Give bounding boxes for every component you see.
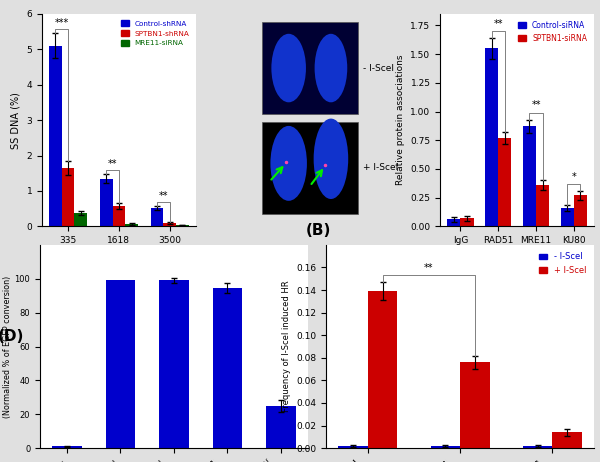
- Bar: [460, 362, 490, 448]
- Bar: [560, 208, 574, 226]
- Bar: [212, 288, 242, 448]
- Text: (C): (C): [505, 253, 530, 267]
- Y-axis label: Relative protein associations: Relative protein associations: [396, 55, 405, 185]
- Bar: [159, 280, 188, 448]
- Bar: [262, 122, 358, 213]
- Text: **: **: [493, 19, 503, 29]
- Legend: Control-shRNA, SPTBN1-shRNA, MRE11-siRNA: Control-shRNA, SPTBN1-shRNA, MRE11-siRNA: [118, 18, 192, 49]
- Bar: [523, 127, 536, 226]
- Y-axis label: Frequency of I-SceI induced HR: Frequency of I-SceI induced HR: [282, 281, 291, 412]
- Text: ***: ***: [55, 18, 69, 28]
- Bar: [163, 223, 176, 226]
- Bar: [74, 213, 87, 226]
- Ellipse shape: [271, 34, 306, 102]
- Bar: [523, 446, 553, 448]
- Bar: [62, 168, 74, 226]
- Bar: [368, 291, 397, 448]
- Bar: [536, 185, 549, 226]
- Text: + I-SceI: + I-SceI: [362, 164, 398, 172]
- Bar: [338, 446, 368, 448]
- Bar: [485, 49, 498, 226]
- Ellipse shape: [314, 119, 348, 199]
- Bar: [431, 446, 460, 448]
- Bar: [100, 178, 113, 226]
- Bar: [262, 22, 358, 114]
- Bar: [113, 206, 125, 226]
- Text: **: **: [531, 100, 541, 110]
- Bar: [266, 406, 296, 448]
- Bar: [49, 46, 62, 226]
- Text: **: **: [158, 190, 168, 201]
- Bar: [176, 225, 189, 226]
- Bar: [151, 208, 163, 226]
- Bar: [106, 280, 135, 448]
- Text: (D): (D): [0, 329, 24, 344]
- Bar: [125, 224, 138, 226]
- Bar: [460, 219, 473, 226]
- Legend: Control-siRNA, SPTBN1-siRNA: Control-siRNA, SPTBN1-siRNA: [515, 18, 590, 46]
- Text: **: **: [424, 263, 434, 273]
- Bar: [498, 138, 511, 226]
- Bar: [52, 446, 82, 448]
- Y-axis label: SS DNA (%): SS DNA (%): [11, 91, 21, 149]
- Bar: [553, 432, 582, 448]
- Text: **: **: [108, 159, 117, 169]
- Bar: [574, 195, 587, 226]
- Y-axis label: NHEJ efficiency
(Normalized % of EGFP conversion): NHEJ efficiency (Normalized % of EGFP co…: [0, 275, 12, 418]
- Text: *: *: [571, 171, 576, 182]
- X-axis label: Nucleotide start position: Nucleotide start position: [63, 248, 175, 257]
- Ellipse shape: [314, 34, 347, 102]
- Bar: [447, 219, 460, 226]
- Ellipse shape: [271, 126, 307, 201]
- Legend: - I-Scel, + I-Scel: - I-Scel, + I-Scel: [536, 249, 590, 278]
- Text: (A): (A): [106, 267, 131, 282]
- Text: - I-SceI: - I-SceI: [362, 64, 394, 73]
- Text: (B): (B): [305, 223, 331, 238]
